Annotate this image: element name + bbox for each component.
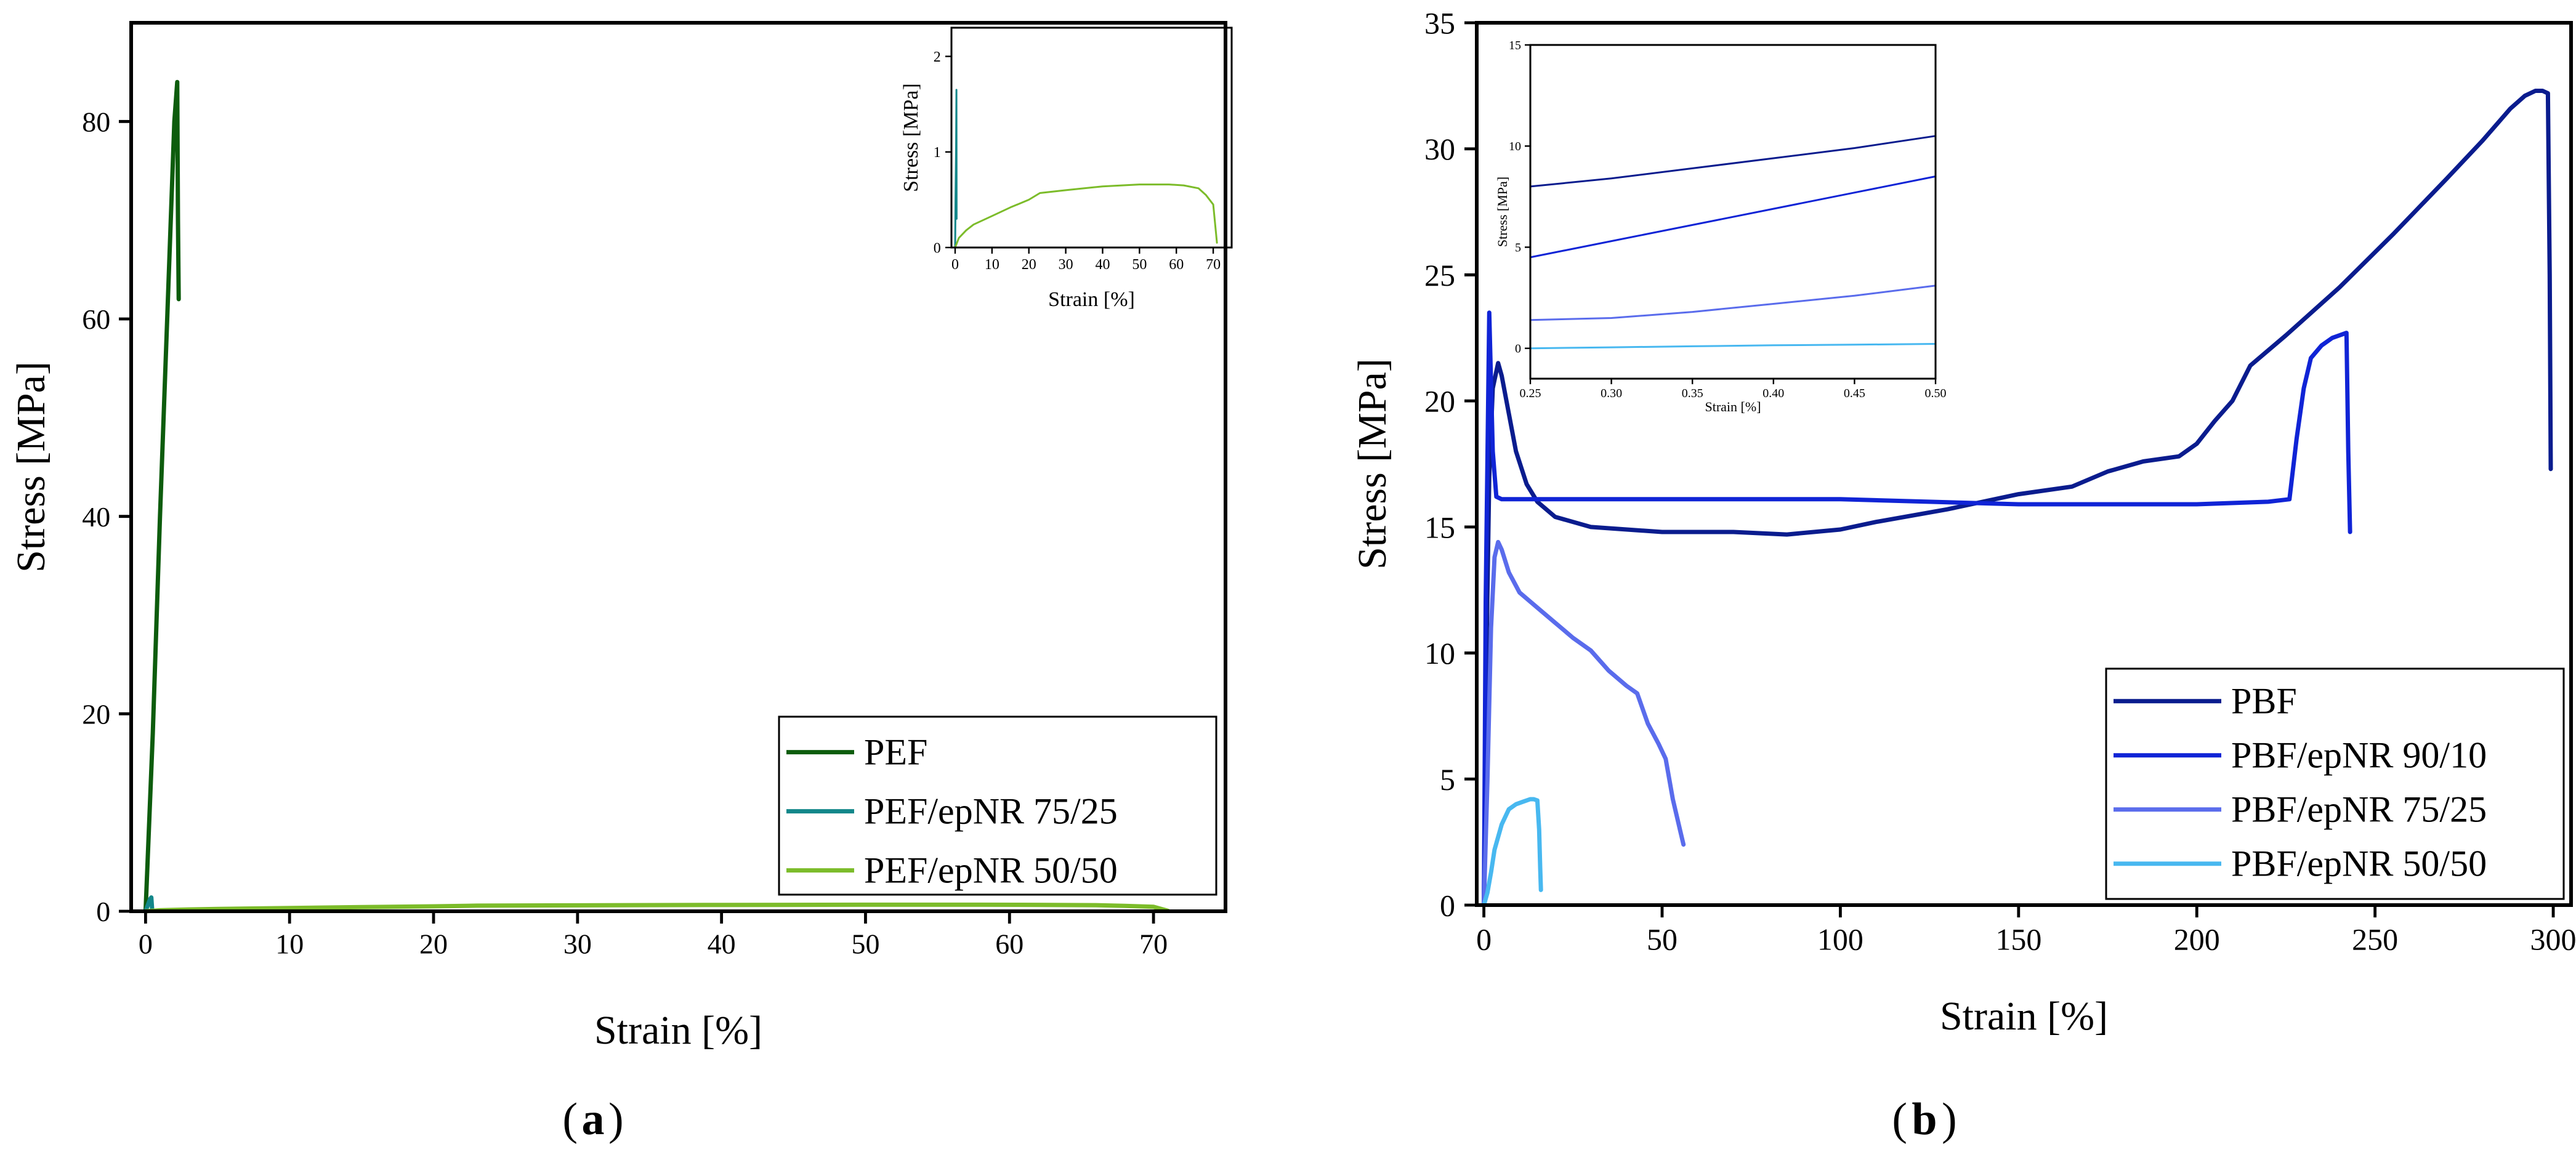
x-tick-label: 30 xyxy=(563,928,592,959)
chart-b-inset: 0.25 0.30 0.35 0.40 0.45 0.50 0 5 10 15 Strain [%]… xyxy=(1495,39,1947,414)
x-tick-label: 300 xyxy=(2530,922,2576,957)
x-tick-label: 40 xyxy=(1095,257,1110,273)
y-tick-label: 20 xyxy=(82,698,110,730)
y-axis-label: Stress [MPa] xyxy=(900,83,923,192)
series-line-pbf xyxy=(1482,89,2553,908)
x-tick-label: 200 xyxy=(2174,922,2220,957)
y-tick-label: 30 xyxy=(1424,132,1455,166)
legend-label-pbf-epnr-75-25: PBF/epNR 75/25 xyxy=(2231,789,2487,830)
x-tick-label: 50 xyxy=(1647,922,1678,957)
x-tick-label: 0 xyxy=(139,928,153,959)
x-tick-label: 70 xyxy=(1139,928,1168,959)
x-tick-label: 10 xyxy=(275,928,304,959)
x-axis-label: Strain [%] xyxy=(594,1008,762,1053)
x-tick-label: 0.25 xyxy=(1520,387,1541,400)
svg-text:): ) xyxy=(1942,1094,1957,1145)
y-tick-label: 40 xyxy=(82,501,110,533)
y-axis-label: Stress [MPa] xyxy=(9,361,54,573)
y-tick-label: 80 xyxy=(82,106,110,137)
y-tick-label: 0 xyxy=(1515,342,1521,356)
series-line-pef-epnr-75-25 xyxy=(143,895,155,914)
legend-label-pbf-epnr-50-50: PBF/epNR 50/50 xyxy=(2231,844,2487,884)
y-tick-label: 0 xyxy=(96,896,110,927)
y-tick-label: 5 xyxy=(1440,762,1455,797)
y-tick-label: 0 xyxy=(1440,888,1455,923)
y-tick-label: 15 xyxy=(1424,510,1455,544)
caption-b-letter: b xyxy=(1912,1094,1937,1145)
x-tick-label: 100 xyxy=(1817,922,1863,957)
x-tick-label: 0 xyxy=(951,257,959,273)
y-tick-label: 10 xyxy=(1424,636,1455,671)
y-tick-label: 0 xyxy=(934,240,941,256)
x-tick-label: 20 xyxy=(1022,257,1036,273)
series-line-pbf-epnr-75-25 xyxy=(1482,539,1686,908)
x-tick-label: 250 xyxy=(2352,922,2398,957)
series-line-pbf-epnr-50-50 xyxy=(1529,343,1937,350)
series-line-pef-epnr-50-50 xyxy=(143,902,1170,914)
y-tick-label: 20 xyxy=(1424,384,1455,419)
x-tick-label: 40 xyxy=(708,928,736,959)
legend-box xyxy=(2105,667,2565,900)
x-tick-label: 20 xyxy=(419,928,448,959)
caption-a: ( a ) xyxy=(562,1094,623,1145)
svg-text:): ) xyxy=(608,1094,624,1145)
x-axis-label: Strain [%] xyxy=(1705,399,1761,414)
svg-text:(: ( xyxy=(562,1094,578,1145)
x-tick-label: 50 xyxy=(1132,257,1147,273)
x-tick-label: 0.40 xyxy=(1762,387,1784,400)
legend: PBF PBF/epNR 90/10 PBF/epNR 75/25 PBF/epNR … xyxy=(2105,667,2565,900)
series-line-pef xyxy=(143,79,181,914)
y-tick-label: 2 xyxy=(934,49,941,65)
x-tick-label: 60 xyxy=(1169,257,1184,273)
x-tick-label: 50 xyxy=(851,928,879,959)
y-tick-label: 35 xyxy=(1424,6,1455,41)
y-tick-label: 10 xyxy=(1509,140,1521,153)
series-line-pbf-epnr-90-10 xyxy=(1529,175,1937,259)
x-tick-label: 0.50 xyxy=(1925,387,1947,400)
x-tick-label: 30 xyxy=(1059,257,1073,273)
legend-label-pef-epnr-75-25: PEF/epNR 75/25 xyxy=(864,791,1118,831)
caption-a-letter: a xyxy=(582,1094,605,1145)
legend: PEF PEF/epNR 75/25 PEF/epNR 50/50 xyxy=(778,715,1217,896)
legend-label-pef: PEF xyxy=(864,731,927,772)
y-axis-label: Stress [MPa] xyxy=(1495,177,1510,247)
x-tick-label: 0.35 xyxy=(1682,387,1703,400)
y-tick-label: 5 xyxy=(1515,241,1521,254)
series-line-pbf-epnr-75-25 xyxy=(1529,284,1937,321)
legend-label-pef-epnr-50-50: PEF/epNR 50/50 xyxy=(864,850,1118,890)
svg-text:(: ( xyxy=(1892,1094,1907,1145)
plot-frame xyxy=(950,26,1233,249)
series-line-pef-epnr-50-50 xyxy=(954,183,1218,249)
y-tick-label: 60 xyxy=(82,304,110,335)
caption-b: ( b ) xyxy=(1892,1094,1956,1145)
x-tick-label: 60 xyxy=(995,928,1024,959)
x-tick-label: 150 xyxy=(1995,922,2041,957)
x-tick-label: 0.45 xyxy=(1844,387,1865,400)
chart-a-inset: 0 10 20 30 40 50 60 70 0 1 2 Strain [%] Stress [MPa] xyxy=(900,26,1233,311)
x-tick-label: 10 xyxy=(985,257,999,273)
x-tick-label: 0.30 xyxy=(1601,387,1622,400)
x-tick-label: 70 xyxy=(1206,257,1221,273)
plot-frame xyxy=(1529,44,1937,380)
legend-box xyxy=(778,715,1217,896)
legend-label-pbf-epnr-90-10: PBF/epNR 90/10 xyxy=(2231,735,2487,776)
y-tick-label: 15 xyxy=(1509,39,1521,52)
series-line-pbf xyxy=(1529,135,1937,188)
y-tick-label: 1 xyxy=(934,145,941,161)
legend-label-pbf: PBF xyxy=(2231,681,2297,722)
plot-frame xyxy=(129,21,1227,913)
x-axis-label: Strain [%] xyxy=(1940,994,2108,1039)
series-line-pef-epnr-75-25 xyxy=(954,89,958,249)
y-tick-label: 25 xyxy=(1424,258,1455,292)
plot-frame xyxy=(1475,21,2573,907)
y-axis-label: Stress [MPa] xyxy=(1350,358,1395,570)
x-axis-label: Strain [%] xyxy=(1048,288,1135,311)
x-tick-label: 0 xyxy=(1476,922,1492,957)
series-line-pbf-epnr-50-50 xyxy=(1482,797,1543,908)
series-line-pbf-epnr-90-10 xyxy=(1482,310,2352,908)
